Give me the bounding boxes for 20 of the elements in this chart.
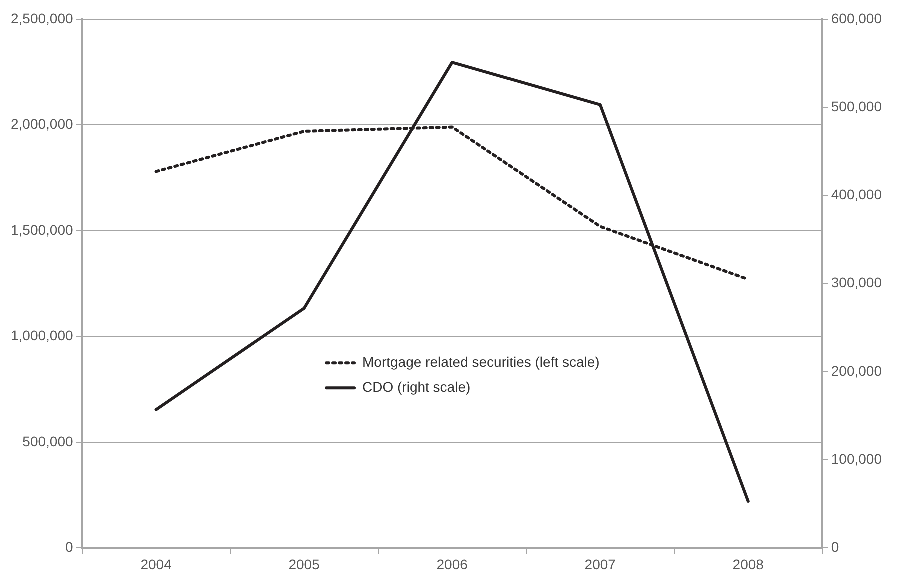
- y2-tick-label: 600,000: [831, 10, 882, 26]
- legend-label: Mortgage related securities (left scale): [362, 354, 600, 370]
- x-tick-label: 2005: [288, 556, 320, 572]
- y2-tick-label: 300,000: [831, 274, 882, 291]
- y-tick-label: 500,000: [22, 433, 74, 450]
- y2-tick-label: 0: [831, 539, 840, 556]
- y-tick-label: 1,500,000: [10, 222, 74, 238]
- y2-tick-label: 200,000: [831, 362, 882, 379]
- y-tick-label: 0: [65, 539, 74, 556]
- x-tick-label: 2006: [436, 556, 468, 572]
- y-tick-label: 1,000,000: [10, 328, 74, 344]
- y2-tick-label: 100,000: [831, 450, 882, 467]
- x-tick-label: 2008: [732, 556, 764, 572]
- y2-tick-label: 500,000: [831, 98, 882, 114]
- y-tick-label: 2,500,000: [10, 10, 74, 26]
- legend-label: CDO (right scale): [362, 378, 471, 395]
- x-tick-label: 2007: [584, 556, 616, 572]
- x-tick-label: 2004: [140, 556, 172, 572]
- y2-tick-label: 400,000: [831, 186, 882, 203]
- y-tick-label: 2,000,000: [10, 116, 74, 132]
